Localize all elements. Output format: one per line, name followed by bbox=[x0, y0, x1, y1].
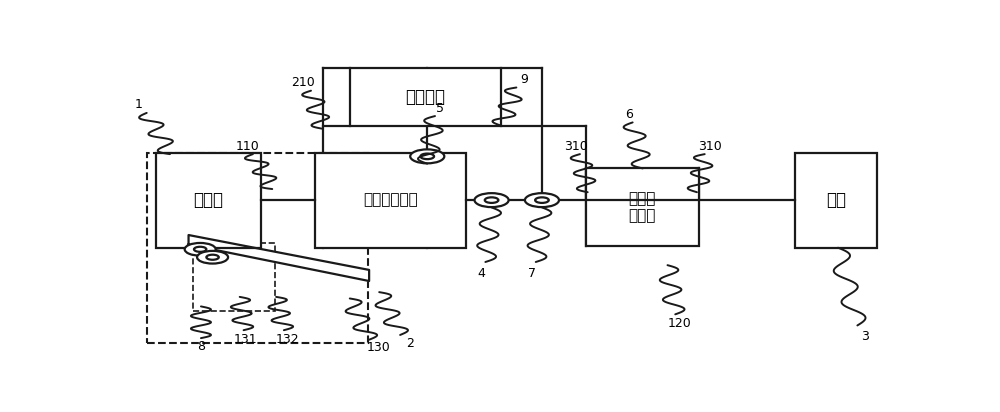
Bar bbox=[193, 243, 275, 311]
Text: 4: 4 bbox=[478, 267, 485, 280]
Text: 7: 7 bbox=[528, 267, 536, 280]
Text: 热风炉: 热风炉 bbox=[193, 191, 223, 209]
Circle shape bbox=[185, 243, 216, 255]
Bar bbox=[350, 68, 501, 126]
Circle shape bbox=[420, 154, 434, 159]
Text: 1: 1 bbox=[135, 98, 143, 112]
Text: 控制模块: 控制模块 bbox=[405, 88, 445, 106]
Text: 余热回收模块: 余热回收模块 bbox=[363, 193, 418, 208]
Text: 2: 2 bbox=[406, 337, 414, 350]
Text: 3: 3 bbox=[861, 330, 869, 343]
Text: 烟气净
化模块: 烟气净 化模块 bbox=[629, 191, 656, 223]
Text: 烟囱: 烟囱 bbox=[826, 191, 846, 209]
Circle shape bbox=[194, 247, 206, 252]
Text: 110: 110 bbox=[236, 140, 259, 153]
Bar bbox=[795, 152, 877, 248]
Text: 5: 5 bbox=[436, 102, 444, 115]
Bar bbox=[586, 169, 698, 246]
Circle shape bbox=[206, 255, 219, 260]
Text: 132: 132 bbox=[276, 333, 300, 346]
Bar bbox=[315, 152, 466, 248]
Bar bbox=[147, 152, 368, 343]
Text: 310: 310 bbox=[564, 140, 588, 153]
Text: 9: 9 bbox=[520, 73, 528, 86]
Text: 120: 120 bbox=[668, 317, 692, 330]
Text: 8: 8 bbox=[197, 339, 205, 353]
Bar bbox=[156, 152, 261, 248]
Text: 210: 210 bbox=[291, 76, 315, 89]
Circle shape bbox=[197, 251, 228, 264]
Polygon shape bbox=[189, 235, 369, 281]
Text: 130: 130 bbox=[367, 341, 390, 354]
Text: 131: 131 bbox=[233, 333, 257, 346]
Circle shape bbox=[485, 197, 498, 203]
Text: 6: 6 bbox=[625, 108, 633, 121]
Circle shape bbox=[535, 197, 549, 203]
Text: 310: 310 bbox=[698, 140, 722, 153]
Circle shape bbox=[410, 150, 444, 163]
Circle shape bbox=[525, 193, 559, 207]
Circle shape bbox=[475, 193, 509, 207]
